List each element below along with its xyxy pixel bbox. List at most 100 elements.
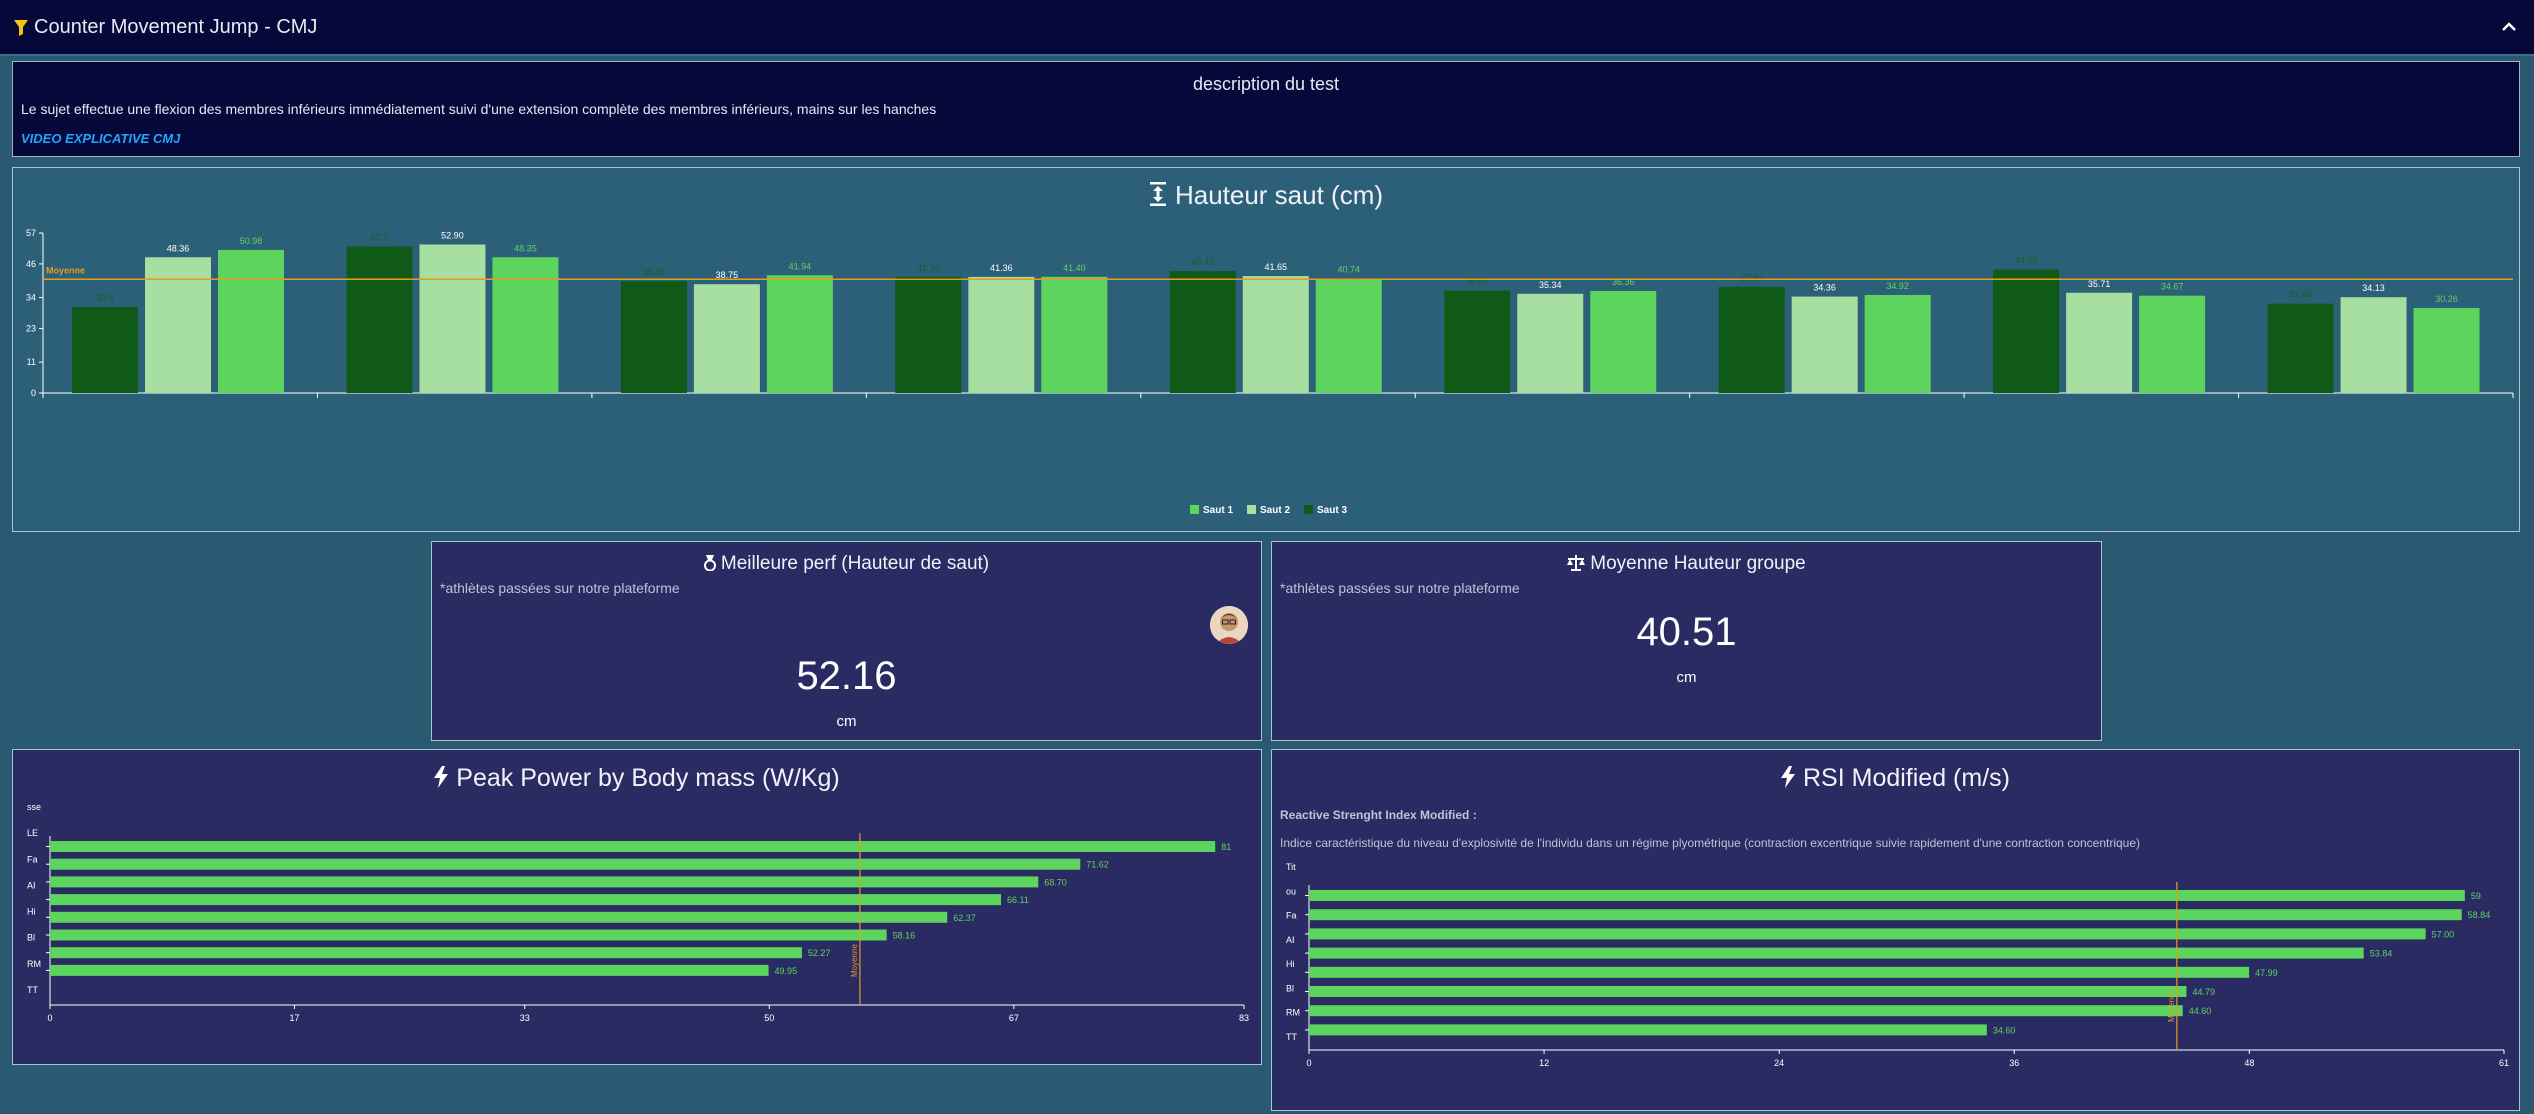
y-tick-label: 11	[27, 357, 36, 367]
section-title: Counter Movement Jump - CMJ	[34, 16, 318, 38]
x-tick-label: 0	[1306, 1058, 1311, 1068]
data-label: 41.65	[1265, 262, 1288, 272]
data-label: 34.36	[1813, 283, 1836, 293]
description-text: Le sujet effectue une flexion des membre…	[21, 101, 937, 117]
bar-saut-2	[1242, 276, 1309, 393]
data-label: 43.42	[1192, 257, 1215, 267]
peak-title-wrap: Peak Power by Body mass (W/Kg)	[13, 764, 1261, 793]
x-tick-label: 36	[2009, 1058, 2019, 1068]
data-label: 36.50	[1466, 277, 1489, 287]
rsi-subtitle: Reactive Strenght Index Modified :	[1280, 808, 1477, 822]
x-tick-label: 17	[290, 1013, 300, 1023]
lightning-icon	[434, 766, 449, 788]
bar-saut-1	[2139, 295, 2206, 393]
avatar[interactable]	[1210, 606, 1248, 644]
data-label: 30.6	[96, 293, 114, 303]
bar	[1309, 1024, 1987, 1036]
hauteur-chart: 0 11 23 34 46 57 30.6 48.36 50.98 52.2 52.90 48.35 3…	[26, 228, 2514, 516]
test-description-card: description du test Le sujet effectue un…	[12, 61, 2520, 157]
x-tick-label: 67	[1009, 1013, 1019, 1023]
data-label: 35.34	[1539, 280, 1562, 290]
best-title: Meilleure perf (Hauteur de saut)	[720, 553, 990, 574]
data-label: 59	[2471, 891, 2481, 901]
bar-saut-3	[895, 276, 962, 393]
bar-saut-3	[2267, 303, 2334, 393]
data-label: 34.67	[2161, 282, 2184, 292]
row-label: Hi	[27, 907, 36, 917]
peak-chart: sse LE Fa AI Hi Bl RM TT 0 17 33 50 67 83 81 71.62 68.70…	[27, 802, 1249, 1023]
moyenne-groupe-card: Moyenne Hauteur groupe *athlètes passées…	[1271, 541, 2102, 741]
description-heading: description du test	[1192, 74, 1340, 94]
legend-label: Saut 3	[1317, 505, 1347, 516]
bar-saut-2	[419, 244, 486, 393]
bar-saut-3	[346, 246, 413, 393]
rsi-title: RSI Modified (m/s)	[1803, 764, 2010, 792]
row-label: Fa	[1286, 911, 1297, 921]
data-label: 52.90	[441, 231, 464, 241]
data-label: 68.70	[1044, 877, 1067, 887]
bar	[1309, 947, 2364, 959]
video-link[interactable]: VIDEO EXPLICATIVE CMJ	[21, 131, 181, 146]
data-label: 35.71	[2088, 279, 2111, 289]
data-label: 30.26	[2435, 294, 2458, 304]
bar-saut-2	[145, 257, 211, 393]
best-unit: cm	[836, 713, 857, 730]
row-label: Bl	[1286, 983, 1294, 993]
data-label: 81	[1221, 842, 1231, 852]
hauteur-saut-panel: Hauteur saut (cm) 0 11 23 34 46 57 30.6 48.36 50…	[12, 167, 2520, 532]
legend-label: Saut 2	[1260, 505, 1290, 516]
best-title-wrap: Meilleure perf (Hauteur de saut)	[432, 553, 1261, 575]
bar-saut-2	[693, 284, 760, 393]
rsi-chart: Tit ou Fa AI Hi Bl RM TT 0 12 24 36 48 61 59 58.84 57.00…	[1286, 862, 2509, 1068]
bar	[50, 894, 1002, 906]
data-label: 41.40	[1063, 263, 1086, 273]
row-label: TT	[1286, 1032, 1297, 1042]
y-tick-label: 57	[26, 228, 36, 238]
bar-saut-1	[492, 257, 559, 393]
lightning-icon	[1781, 766, 1795, 788]
x-tick-label: 12	[1539, 1058, 1549, 1068]
bar-saut-3	[620, 281, 687, 393]
row-label: LE	[27, 828, 38, 838]
bar-saut-3	[1444, 290, 1511, 393]
filter-icon	[14, 20, 28, 36]
peak-title: Peak Power by Body mass (W/Kg)	[456, 764, 840, 792]
bar-saut-3	[1718, 286, 1785, 393]
data-label: 58.84	[2468, 910, 2491, 920]
y-tick-label: 0	[31, 388, 36, 398]
bar	[1309, 890, 2465, 901]
data-label: 31.86	[2289, 290, 2312, 300]
data-label: 48.35	[514, 243, 537, 253]
bar	[1309, 966, 2250, 978]
data-label: 52.27	[808, 948, 831, 958]
row-label: TT	[27, 985, 38, 995]
data-label: 34.13	[2362, 283, 2385, 293]
row-label: ou	[1286, 886, 1296, 896]
bar	[1309, 1005, 2183, 1017]
row-label: AI	[27, 880, 36, 890]
chevron-up-icon[interactable]	[2500, 18, 2518, 36]
best-note: *athlètes passées sur notre plateforme	[440, 580, 680, 596]
bar	[50, 929, 887, 941]
bar	[1309, 928, 2426, 940]
data-label: 49.95	[775, 966, 798, 976]
bar-saut-3	[1169, 271, 1236, 393]
data-label: 36.36	[1612, 277, 1635, 287]
bar	[50, 964, 769, 976]
bar	[1309, 986, 2187, 997]
data-label: 52.2	[371, 232, 389, 242]
bar-saut-3	[72, 307, 138, 393]
data-label: 39.81	[643, 267, 666, 277]
bar-saut-2	[2066, 292, 2133, 393]
row-label: RM	[1286, 1008, 1300, 1018]
bar	[50, 858, 1081, 870]
bar-saut-1	[2413, 308, 2480, 393]
data-label: 57.00	[2432, 929, 2455, 939]
data-label: 40.74	[1338, 265, 1361, 275]
bar	[50, 911, 948, 923]
data-label: 50.98	[240, 236, 263, 246]
section-header[interactable]: Counter Movement Jump - CMJ	[0, 0, 2534, 56]
data-label: 62.37	[953, 913, 976, 923]
average-label: Moyenne	[850, 944, 859, 977]
row-label: sse	[27, 802, 41, 812]
